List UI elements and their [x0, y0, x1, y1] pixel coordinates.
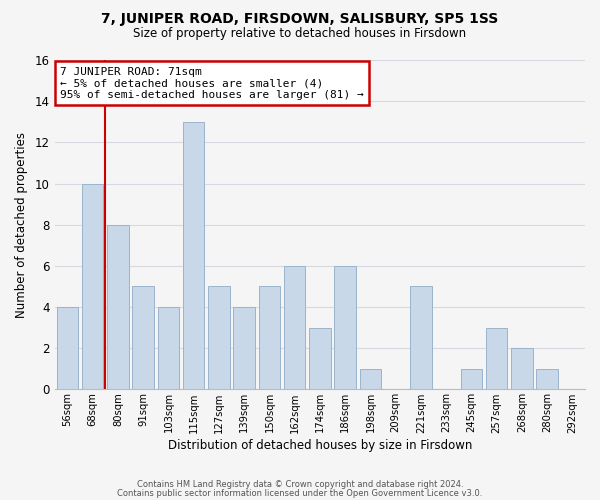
Bar	[410, 286, 431, 390]
Bar	[233, 307, 255, 390]
Text: Contains public sector information licensed under the Open Government Licence v3: Contains public sector information licen…	[118, 490, 482, 498]
Text: 7, JUNIPER ROAD, FIRSDOWN, SALISBURY, SP5 1SS: 7, JUNIPER ROAD, FIRSDOWN, SALISBURY, SP…	[101, 12, 499, 26]
Bar	[133, 286, 154, 390]
Bar	[183, 122, 205, 390]
Bar	[56, 307, 78, 390]
X-axis label: Distribution of detached houses by size in Firsdown: Distribution of detached houses by size …	[168, 440, 472, 452]
Bar	[82, 184, 103, 390]
Bar	[536, 369, 558, 390]
Bar	[309, 328, 331, 390]
Bar	[461, 369, 482, 390]
Bar	[284, 266, 305, 390]
Bar	[259, 286, 280, 390]
Bar	[334, 266, 356, 390]
Bar	[158, 307, 179, 390]
Text: Size of property relative to detached houses in Firsdown: Size of property relative to detached ho…	[133, 28, 467, 40]
Bar	[486, 328, 508, 390]
Text: 7 JUNIPER ROAD: 71sqm
← 5% of detached houses are smaller (4)
95% of semi-detach: 7 JUNIPER ROAD: 71sqm ← 5% of detached h…	[60, 66, 364, 100]
Bar	[359, 369, 381, 390]
Bar	[107, 224, 128, 390]
Bar	[208, 286, 230, 390]
Bar	[511, 348, 533, 390]
Text: Contains HM Land Registry data © Crown copyright and database right 2024.: Contains HM Land Registry data © Crown c…	[137, 480, 463, 489]
Y-axis label: Number of detached properties: Number of detached properties	[15, 132, 28, 318]
